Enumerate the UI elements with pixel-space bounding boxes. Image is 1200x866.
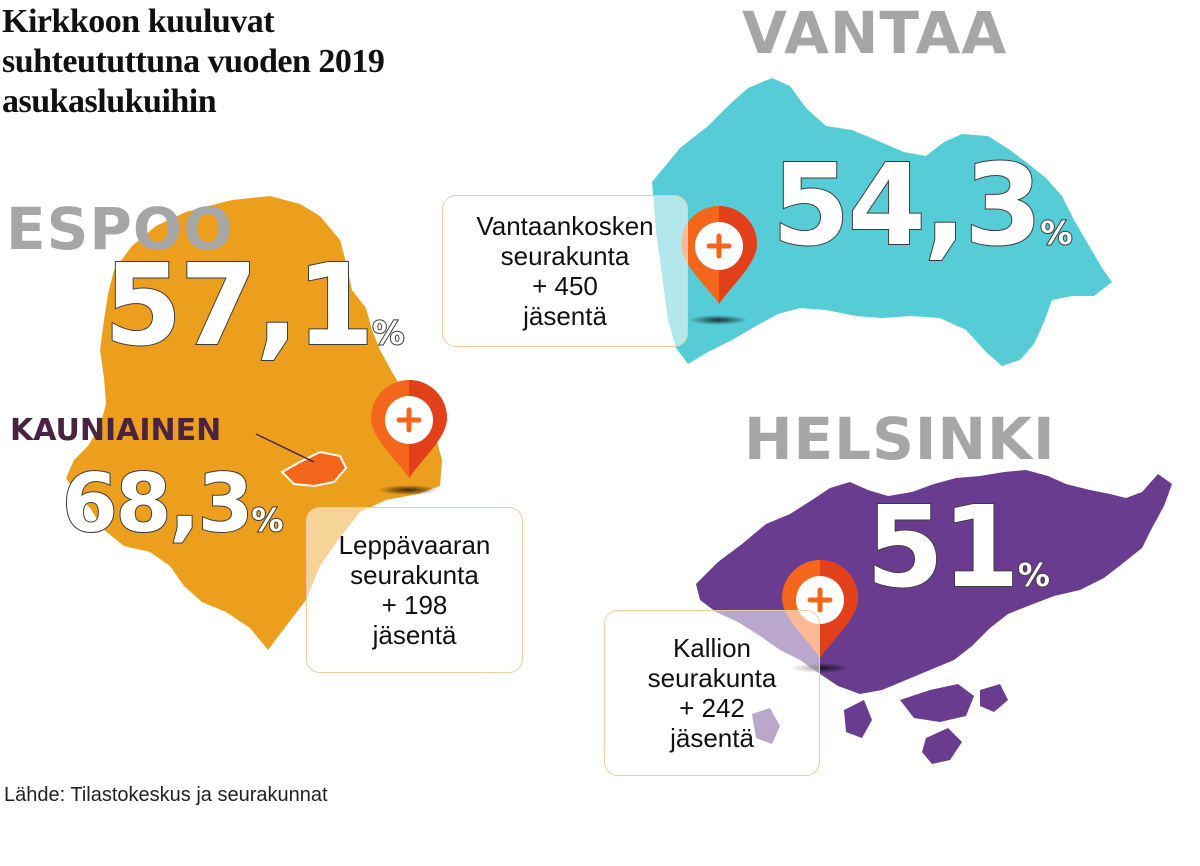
callout-line: Kallion (672, 633, 752, 663)
city-name-vantaa: VANTAA (742, 0, 1008, 67)
callout-line: jäsentä (523, 301, 607, 331)
callout-line: Vantaankosken (476, 211, 654, 241)
callout-leppavaara: Leppävaaran seurakunta + 198 jäsentä (306, 507, 523, 673)
helsinki-island-2 (844, 700, 872, 738)
callout-line: seurakunta (350, 560, 479, 590)
callout-line: + 242 (679, 693, 745, 723)
city-name-espoo: ESPOO (6, 195, 234, 263)
callout-line: jäsentä (372, 620, 457, 650)
percentage-helsinki: 51% (865, 491, 1051, 605)
callout-line: seurakunta (500, 241, 630, 271)
callout-line: + 198 (381, 590, 448, 620)
helsinki-island-1 (900, 684, 974, 722)
percentage-espoo: 57,1% (103, 249, 405, 363)
church-pin-kallio (782, 560, 858, 658)
percentage-kauniainen: 68,3% (61, 463, 284, 545)
callout-line: jäsentä (670, 723, 754, 753)
helsinki-island-4 (980, 684, 1008, 712)
percent-sign-kauniainen: % (250, 501, 284, 539)
percent-sign-espoo: % (371, 314, 405, 352)
percent-sign-vantaa: % (1039, 214, 1073, 252)
city-name-kauniainen: KAUNIAINEN (10, 413, 222, 448)
percent-sign-helsinki: % (1017, 556, 1051, 594)
church-pin-leppavaara (371, 380, 447, 478)
percentage-espoo-value: 57,1 (103, 241, 375, 371)
city-name-helsinki: HELSINKI (744, 405, 1056, 473)
infographic-title: Kirkkoon kuuluvat suhteututtuna vuoden 2… (2, 3, 385, 120)
callout-vantaankoski: Vantaankosken seurakunta + 450 jäsentä (442, 195, 688, 347)
vantaa-map (652, 78, 1112, 366)
percentage-helsinki-value: 51 (865, 483, 1021, 613)
helsinki-island-3 (922, 728, 962, 764)
percentage-vantaa: 54,3% (771, 149, 1073, 263)
callout-kallio: Kallion seurakunta + 242 jäsentä (604, 610, 820, 776)
kauniainen-leader-line (255, 433, 315, 463)
percentage-vantaa-value: 54,3 (771, 141, 1043, 271)
percentage-kauniainen-value: 68,3 (61, 457, 254, 550)
source-note: Lähde: Tilastokeskus ja seurakunnat (4, 784, 328, 806)
callout-line: seurakunta (647, 663, 777, 693)
pin-shadow-vantaa (688, 315, 748, 325)
espoo-map (66, 196, 442, 650)
callout-line: + 450 (532, 271, 598, 301)
callout-line: Leppävaaran (338, 530, 491, 560)
pin-shadow-leppavaara (378, 485, 438, 495)
church-pin-vantaa (681, 206, 757, 304)
